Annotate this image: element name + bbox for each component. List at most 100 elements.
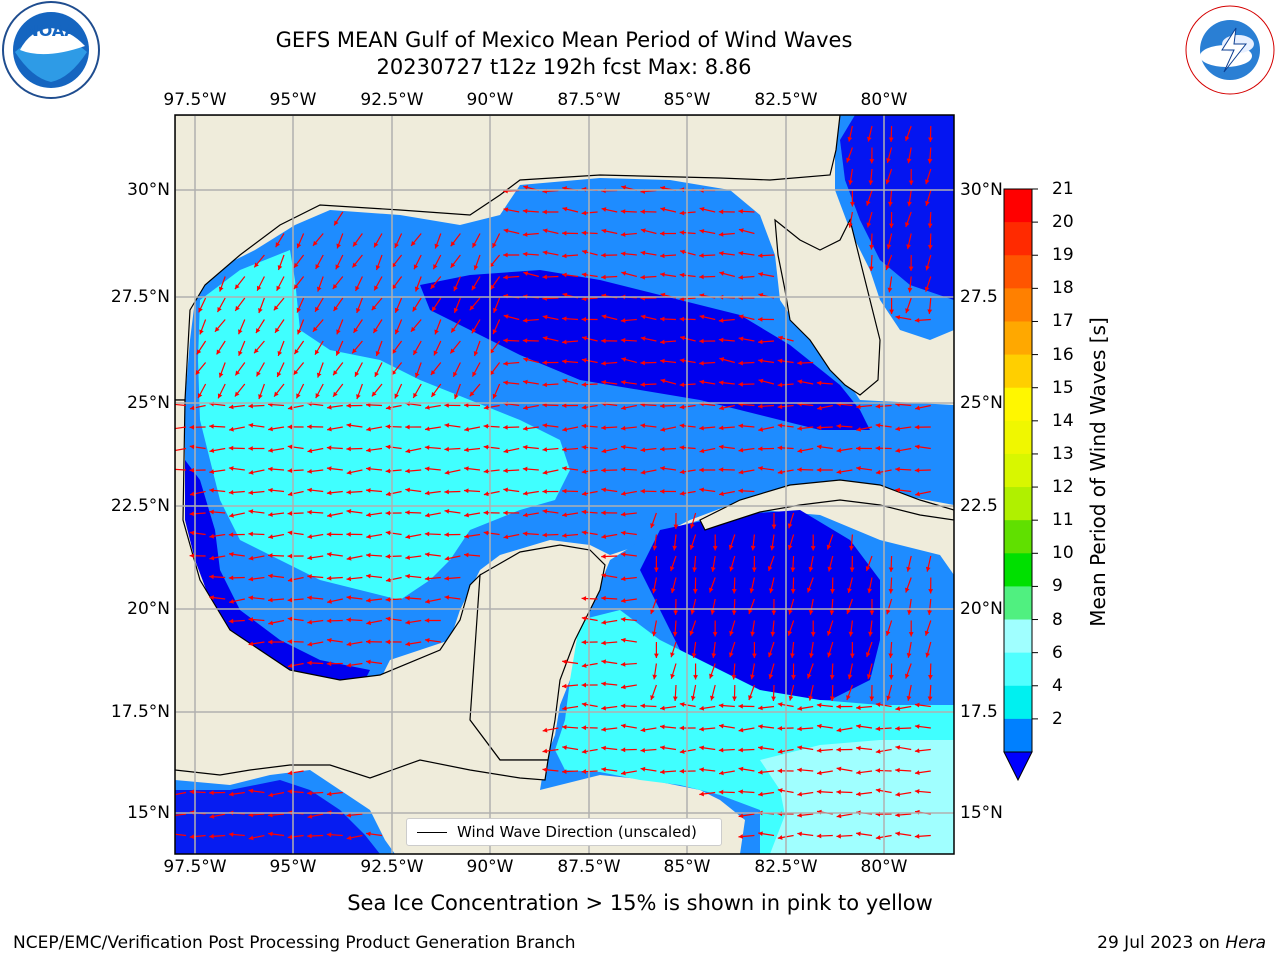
wind-wave-arrow-head	[198, 393, 203, 399]
wind-wave-arrow-head	[651, 631, 657, 637]
wind-wave-arrow-head	[581, 382, 587, 387]
wind-wave-arrow-head	[787, 544, 793, 550]
wind-wave-arrow-head	[385, 597, 391, 603]
wind-wave-arrow-head	[307, 424, 312, 430]
wind-wave-arrow-head	[503, 468, 508, 474]
wind-wave-arrow-head	[601, 274, 606, 280]
wind-wave-arrow-head	[620, 318, 626, 323]
wind-wave-arrow-head	[866, 136, 872, 142]
wind-wave-arrow-head	[797, 379, 803, 385]
wind-wave-arrow-head	[875, 423, 881, 428]
wind-wave-arrow-head	[346, 470, 352, 475]
wind-wave-arrow-head	[562, 253, 567, 259]
wind-wave-arrow-head	[307, 790, 312, 796]
wind-wave-arrow-head	[503, 207, 509, 213]
wind-wave-arrow-head	[866, 200, 871, 206]
wind-wave-arrow-head	[424, 490, 430, 496]
wind-wave-arrow-head	[905, 308, 910, 314]
wind-wave-arrow-head	[601, 726, 606, 732]
wind-wave-arrow-head	[827, 566, 833, 572]
wind-wave-arrow-head	[489, 370, 495, 376]
wind-wave-arrow-head	[248, 555, 254, 561]
wind-wave-arrow-head	[738, 447, 744, 453]
wind-wave-arrow-head	[385, 444, 391, 450]
sea-ice-note: Sea Ice Concentration > 15% is shown in …	[347, 891, 933, 915]
wind-wave-arrow-head	[927, 223, 933, 228]
wind-wave-arrow-head	[679, 272, 685, 278]
wind-wave-arrow-head	[492, 393, 498, 399]
wind-wave-arrow-head	[287, 663, 293, 669]
wind-wave-arrow-head	[562, 378, 568, 384]
lat-label-right: 27.5	[960, 287, 998, 307]
wind-wave-arrow-head	[189, 405, 195, 411]
wind-wave-arrow-head	[699, 467, 704, 473]
wind-wave-arrow-head	[875, 403, 881, 409]
wind-wave-arrow-head	[522, 318, 528, 323]
wind-wave-arrow-head	[454, 394, 459, 399]
wind-wave-arrow-head	[621, 770, 626, 776]
wind-wave-arrow-head	[254, 262, 259, 268]
wind-wave-arrow-head	[209, 833, 214, 839]
wind-wave-arrow-head	[836, 727, 842, 733]
wind-wave-arrow-head	[581, 491, 587, 496]
wind-wave-arrow-head	[335, 264, 340, 270]
wind-wave-arrow-head	[640, 766, 646, 772]
colorbar-segment	[1004, 453, 1032, 488]
colorbar-segment	[1004, 487, 1032, 521]
wind-wave-arrow-head	[228, 445, 234, 451]
wind-wave-arrow-head	[562, 512, 567, 518]
wind-wave-arrow-head	[836, 747, 841, 753]
wind-wave-arrow-head	[307, 509, 312, 515]
wind-wave-arrow-head	[620, 209, 626, 214]
wind-wave-arrow-head	[326, 661, 332, 667]
wind-wave-arrow-head	[336, 329, 341, 335]
wind-wave-arrow-head	[503, 314, 509, 319]
cuba-land	[699, 479, 954, 531]
wind-wave-arrow-head	[217, 307, 222, 313]
wind-wave-arrow-head	[414, 372, 420, 378]
wind-wave-arrow-head	[640, 469, 646, 475]
wind-wave-arrow-head	[731, 674, 737, 680]
wind-wave-arrow-head	[810, 546, 816, 551]
wind-wave-arrow-head	[750, 631, 756, 637]
wind-wave-arrow-head	[924, 286, 930, 292]
wind-wave-arrow-head	[875, 445, 881, 451]
wind-wave-arrow-head	[238, 350, 243, 356]
wind-wave-arrow-head	[738, 703, 743, 709]
wind-wave-arrow-head	[287, 444, 293, 450]
wind-wave-arrow-head	[258, 394, 263, 400]
wind-wave-arrow-head	[791, 675, 796, 680]
wind-wave-arrow-head	[307, 660, 312, 666]
wind-wave-arrow-head	[366, 831, 371, 837]
wind-wave-arrow-head	[394, 393, 399, 399]
wind-wave-arrow-head	[906, 158, 912, 164]
wind-wave-arrow-head	[868, 631, 873, 637]
wind-wave-arrow-head	[287, 530, 293, 536]
wind-wave-arrow-head	[777, 404, 783, 410]
wind-wave-arrow-head	[268, 573, 273, 579]
wind-wave-arrow-head	[640, 228, 646, 233]
wind-wave-arrow-head	[287, 789, 293, 794]
wind-wave-arrow-head	[209, 574, 214, 580]
wind-wave-arrow-head	[660, 339, 665, 345]
wind-wave-arrow-head	[562, 659, 567, 665]
wind-wave-arrow-head	[189, 491, 195, 497]
footer-host: Hera	[1225, 933, 1266, 953]
wind-wave-arrow-head	[346, 576, 352, 582]
wind-wave-arrow-head	[562, 466, 567, 471]
lat-label-right: 30°N	[960, 180, 1003, 200]
wind-wave-arrow-head	[914, 702, 920, 708]
wind-wave-arrow-head	[287, 424, 293, 430]
wind-wave-arrow-head	[907, 201, 912, 207]
wind-wave-arrow-head	[905, 222, 910, 228]
wind-wave-arrow-head	[248, 595, 254, 601]
colorbar-tick-label: 17	[1052, 311, 1074, 332]
wind-wave-arrow-head	[895, 767, 900, 773]
wind-wave-arrow-head	[640, 274, 645, 280]
wind-wave-arrow-head	[334, 220, 339, 226]
wind-wave-arrow-head	[660, 207, 666, 212]
wind-wave-arrow-head	[748, 695, 753, 701]
wind-wave-arrow-head	[287, 405, 293, 411]
wind-wave-arrow-head	[620, 444, 626, 450]
wind-wave-arrow	[175, 447, 187, 452]
